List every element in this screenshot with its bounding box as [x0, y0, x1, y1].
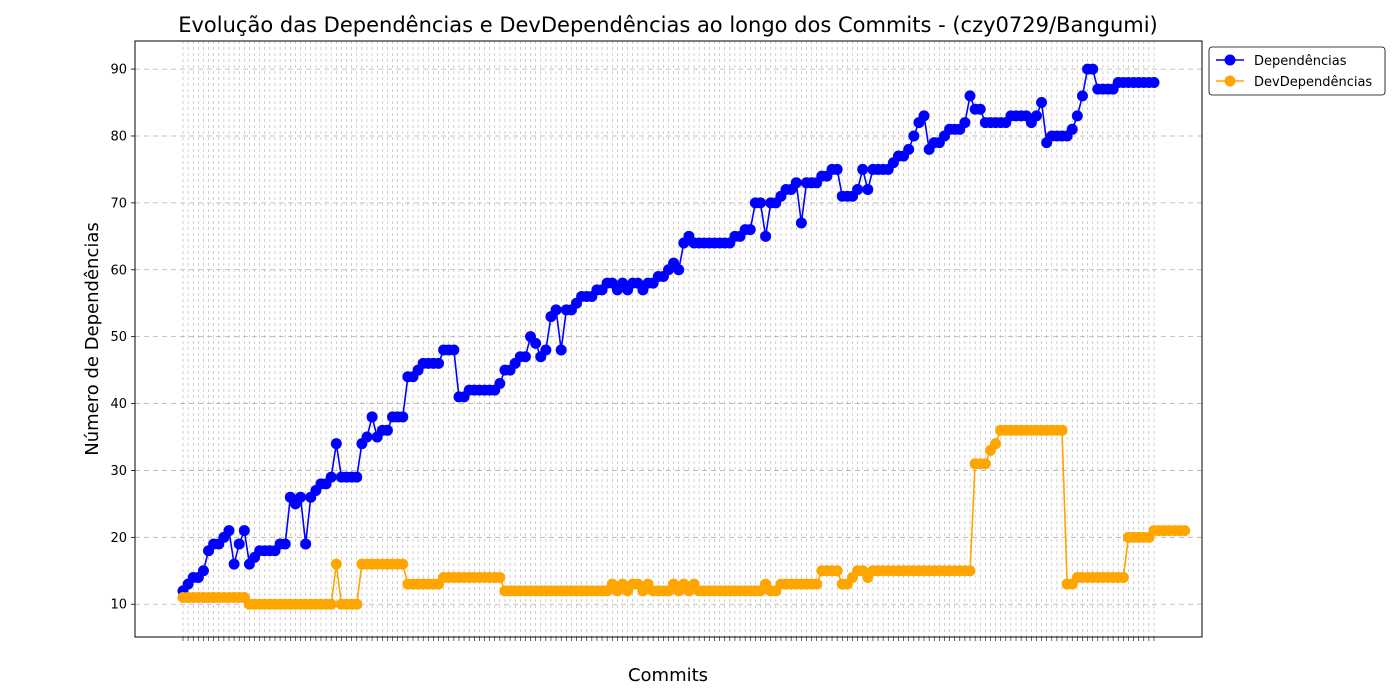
data-point: [760, 230, 772, 242]
data-point: [964, 565, 976, 577]
data-point: [918, 110, 930, 122]
legend: Dependências DevDependências: [1208, 46, 1386, 96]
y-axis-ticks: 10 20 30 40 50 60 70 80 90: [110, 63, 135, 613]
y-tick-label: 10: [110, 598, 127, 613]
y-tick-label: 60: [110, 263, 127, 278]
data-point: [831, 565, 843, 577]
data-point: [351, 598, 363, 610]
data-point: [979, 458, 991, 470]
data-point: [381, 424, 393, 436]
data-point: [862, 184, 874, 195]
data-point: [990, 438, 1002, 450]
y-axis-label: Número de Dependências: [82, 222, 103, 456]
data-point: [744, 224, 756, 236]
legend-box: [1208, 46, 1386, 96]
data-point: [1066, 123, 1078, 135]
data-point: [540, 344, 552, 356]
series-layer: [177, 63, 1191, 610]
data-point: [366, 411, 378, 423]
y-tick-label: 30: [110, 464, 127, 479]
data-point: [1036, 97, 1048, 109]
series-devdependencias: [177, 424, 1191, 610]
data-point: [831, 163, 843, 175]
y-tick-label: 50: [110, 330, 127, 345]
data-point: [852, 184, 864, 195]
data-point: [233, 538, 245, 550]
series-dependencias: [177, 63, 1160, 597]
data-point: [1056, 424, 1068, 436]
y-tick-label: 80: [110, 129, 127, 144]
data-point: [673, 264, 685, 276]
data-point: [530, 337, 542, 349]
legend-label-deps: Dependências: [1254, 54, 1347, 69]
data-point: [959, 117, 971, 129]
data-point: [974, 103, 986, 115]
data-point: [908, 130, 920, 142]
data-point: [795, 217, 807, 229]
legend-label-dev: DevDependências: [1254, 75, 1372, 90]
data-point: [857, 163, 869, 175]
data-point: [325, 598, 337, 610]
data-point: [519, 351, 531, 363]
y-tick-label: 70: [110, 196, 127, 211]
data-point: [351, 471, 363, 483]
data-point: [903, 143, 915, 155]
x-gridlines: [182, 41, 1155, 637]
data-point: [555, 344, 567, 356]
data-point: [361, 431, 373, 443]
data-point: [223, 525, 235, 537]
x-axis-label: Commits: [628, 665, 708, 686]
y-tick-label: 40: [110, 397, 127, 412]
data-point: [330, 438, 342, 450]
data-point: [1117, 571, 1129, 583]
data-point: [754, 197, 766, 209]
data-point: [279, 538, 291, 550]
y-tick-label: 20: [110, 531, 127, 546]
data-point: [811, 578, 823, 590]
data-point: [238, 525, 250, 537]
data-point: [197, 565, 209, 577]
data-point: [1076, 90, 1088, 102]
data-point: [228, 558, 240, 570]
data-point: [1087, 63, 1099, 75]
data-point: [550, 304, 562, 316]
data-point: [330, 558, 342, 570]
data-point: [397, 558, 409, 570]
data-point: [433, 357, 445, 369]
data-point: [1179, 525, 1191, 537]
data-point: [1030, 110, 1042, 122]
data-point: [300, 538, 312, 550]
data-point: [790, 177, 802, 189]
data-point: [1071, 110, 1083, 122]
data-point: [494, 571, 506, 583]
data-point: [325, 471, 337, 483]
data-point: [964, 90, 976, 102]
data-point: [295, 491, 307, 503]
data-point: [494, 377, 506, 389]
data-point: [1148, 76, 1160, 88]
data-point: [397, 411, 409, 423]
chart-title: Evolução das Dependências e DevDependênc…: [178, 13, 1158, 37]
y-tick-label: 90: [110, 63, 127, 78]
x-axis-ticks: [182, 637, 1155, 641]
legend-marker-dev: [1224, 75, 1236, 87]
data-point: [448, 344, 460, 356]
legend-marker-deps: [1224, 54, 1236, 66]
